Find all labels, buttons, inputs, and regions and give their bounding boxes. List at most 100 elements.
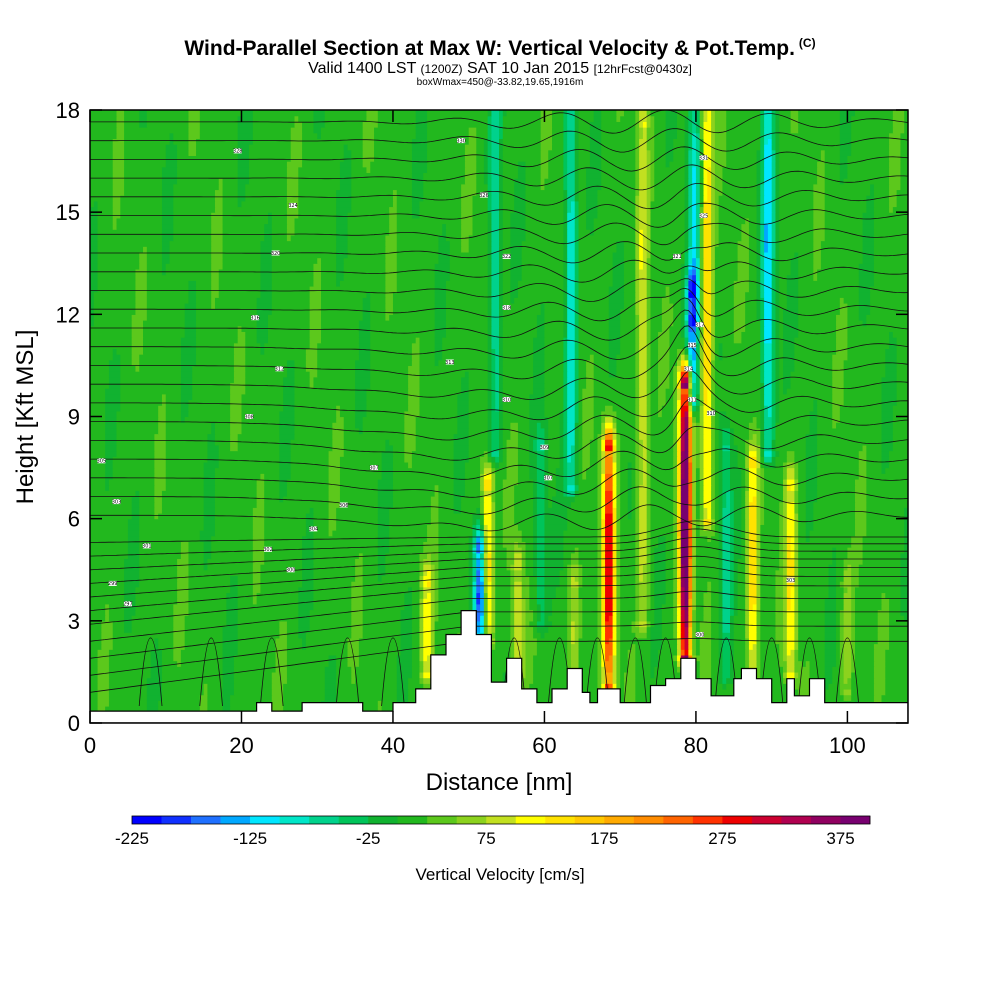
velocity-cell xyxy=(419,405,458,412)
velocity-cell xyxy=(684,348,689,355)
velocity-cell xyxy=(703,325,712,332)
velocity-cell xyxy=(658,660,678,667)
velocity-cell xyxy=(650,620,655,628)
velocity-cell xyxy=(487,575,493,582)
velocity-cell xyxy=(654,609,663,616)
velocity-cell xyxy=(832,371,845,378)
velocity-cell xyxy=(487,365,493,372)
velocity-cell xyxy=(491,586,496,594)
velocity-cell xyxy=(370,314,386,321)
velocity-cell xyxy=(730,660,735,667)
velocity-cell xyxy=(491,359,496,367)
velocity-cell xyxy=(866,314,908,321)
velocity-cell xyxy=(415,444,455,452)
velocity-cell xyxy=(154,495,163,503)
velocity-cell xyxy=(798,615,826,622)
velocity-cell xyxy=(483,490,493,497)
velocity-cell xyxy=(854,495,867,503)
velocity-cell xyxy=(813,405,818,412)
velocity-cell xyxy=(434,342,443,349)
velocity-cell xyxy=(612,552,617,559)
velocity-cell xyxy=(684,575,689,582)
velocity-cell xyxy=(233,359,246,367)
velocity-cell xyxy=(279,484,288,491)
velocity-cell xyxy=(544,569,561,577)
velocity-cell xyxy=(574,439,580,446)
velocity-cell xyxy=(207,439,216,446)
velocity-cell xyxy=(843,654,852,662)
velocity-cell xyxy=(873,677,886,684)
velocity-cell xyxy=(487,320,493,327)
velocity-cell xyxy=(699,507,705,514)
velocity-cell xyxy=(442,337,489,344)
velocity-cell xyxy=(392,473,455,480)
velocity-cell xyxy=(760,371,765,378)
velocity-cell xyxy=(650,564,655,571)
velocity-cell xyxy=(578,620,583,628)
velocity-cell xyxy=(544,337,564,344)
velocity-cell xyxy=(854,518,867,525)
velocity-cell xyxy=(786,535,792,542)
velocity-cell xyxy=(881,376,898,384)
subtitle-date: SAT 10 Jan 2015 xyxy=(462,60,594,77)
velocity-cell xyxy=(635,512,640,520)
velocity-cell xyxy=(279,456,292,463)
velocity-cell xyxy=(521,654,527,662)
velocity-cell xyxy=(714,331,735,338)
velocity-cell xyxy=(900,598,908,605)
velocity-cell xyxy=(472,512,481,520)
velocity-cell xyxy=(237,626,280,633)
velocity-cell xyxy=(419,603,424,611)
velocity-cell xyxy=(695,507,701,514)
velocity-cell xyxy=(646,427,652,435)
velocity-cell xyxy=(506,473,519,480)
velocity-cell xyxy=(116,433,155,440)
velocity-cell xyxy=(764,302,773,310)
velocity-cell xyxy=(646,439,652,446)
velocity-cell xyxy=(593,388,636,395)
velocity-cell xyxy=(843,649,852,656)
velocity-cell xyxy=(177,592,190,599)
velocity-cell xyxy=(499,461,508,469)
velocity-cell xyxy=(468,399,489,406)
velocity-cell xyxy=(438,569,470,577)
velocity-cell xyxy=(544,535,564,542)
velocity-cell xyxy=(252,535,265,542)
velocity-cell xyxy=(661,325,671,332)
velocity-cell xyxy=(718,518,724,525)
velocity-cell xyxy=(385,439,390,446)
velocity-cell xyxy=(309,308,322,315)
velocity-cell xyxy=(877,626,890,633)
velocity-cell xyxy=(730,478,742,486)
velocity-cell xyxy=(180,541,190,548)
velocity-cell xyxy=(650,354,659,361)
velocity-cell xyxy=(714,467,720,474)
velocity-cell xyxy=(646,461,652,469)
velocity-cell xyxy=(760,530,780,537)
velocity-cell xyxy=(620,660,629,667)
velocity-cell xyxy=(180,547,190,554)
velocity-cell xyxy=(881,592,886,599)
velocity-cell xyxy=(684,569,689,577)
velocity-cell xyxy=(688,569,693,577)
velocity-cell xyxy=(798,603,826,611)
velocity-cell xyxy=(639,337,648,344)
velocity-cell xyxy=(798,501,807,508)
velocity-cell xyxy=(491,308,500,315)
velocity-cell xyxy=(699,399,705,406)
velocity-cell xyxy=(570,598,580,605)
velocity-cell xyxy=(559,410,564,418)
velocity-cell xyxy=(760,320,765,327)
velocity-cell xyxy=(377,484,394,491)
velocity-cell xyxy=(355,564,364,571)
velocity-cell xyxy=(385,308,394,315)
velocity-cell xyxy=(779,393,833,401)
velocity-cell xyxy=(783,478,788,486)
velocity-cell xyxy=(748,518,758,525)
velocity-cell xyxy=(457,393,470,401)
velocity-cell xyxy=(578,592,599,599)
velocity-cell xyxy=(525,609,534,616)
velocity-cell xyxy=(741,547,746,554)
velocity-cell xyxy=(563,478,568,486)
velocity-cell xyxy=(430,643,436,650)
